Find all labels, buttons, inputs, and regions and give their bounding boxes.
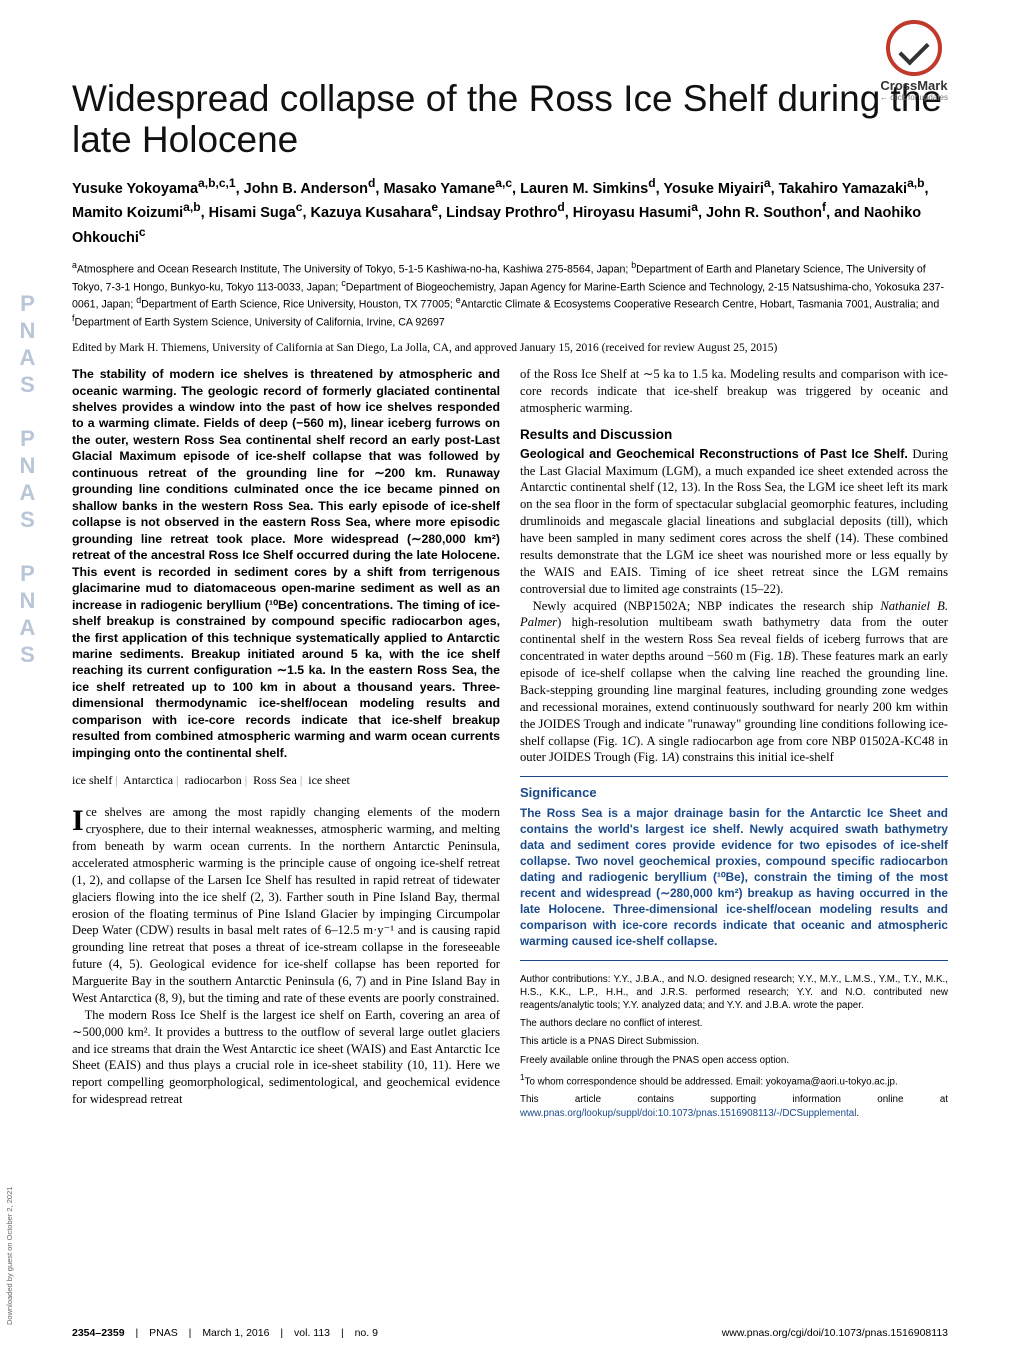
supplemental-info: This article contains supporting informa… — [520, 1093, 948, 1119]
affiliations: aAtmosphere and Ocean Research Institute… — [72, 260, 948, 330]
author-contributions: Author contributions: Y.Y., J.B.A., and … — [520, 973, 948, 1013]
submission-type: This article is a PNAS Direct Submission… — [520, 1035, 948, 1048]
crossmark-sublabel: ← click for updates — [880, 93, 948, 102]
subsection-runin: Geological and Geochemical Reconstructio… — [520, 447, 908, 461]
keyword: ice shelf — [72, 773, 112, 787]
footer-issue: no. 9 — [355, 1327, 378, 1339]
intro-text: Ice shelves are among the most rapidly c… — [72, 804, 500, 1108]
results-para-1-body: During the Last Glacial Maximum (LGM), a… — [520, 447, 948, 596]
keyword: Antarctica — [123, 773, 173, 787]
lead-para: of the Ross Ice Shelf at ∼5 ka to 1.5 ka… — [520, 366, 948, 417]
keywords: ice shelf| Antarctica| radiocarbon| Ross… — [72, 773, 500, 788]
page-footer: 2354–2359 | PNAS | March 1, 2016 | vol. … — [72, 1327, 948, 1339]
crossmark-label: CrossMark — [880, 78, 947, 93]
intro-para-1: Ice shelves are among the most rapidly c… — [72, 804, 500, 1007]
open-access-note: Freely available online through the PNAS… — [520, 1054, 948, 1067]
author-list: Yusuke Yokoyamaa,b,c,1, John B. Anderson… — [72, 175, 948, 248]
significance-box: Significance The Ross Sea is a major dra… — [520, 776, 948, 960]
results-text: Geological and Geochemical Reconstructio… — [520, 446, 948, 767]
correspondence: 1To whom correspondence should be addres… — [520, 1072, 948, 1088]
footer-pages: 2354–2359 — [72, 1327, 125, 1339]
footer-date: March 1, 2016 — [202, 1327, 269, 1339]
crossmark-badge[interactable]: CrossMark ← click for updates — [880, 20, 948, 102]
section-heading-results: Results and Discussion — [520, 427, 948, 442]
abstract: The stability of modern ice shelves is t… — [72, 366, 500, 761]
intro-para-2: The modern Ross Ice Shelf is the largest… — [72, 1007, 500, 1108]
edited-by: Edited by Mark H. Thiemens, University o… — [72, 342, 948, 354]
keyword: Ross Sea — [253, 773, 297, 787]
page: PNAS PNAS PNAS Downloaded by guest on Oc… — [0, 0, 1020, 1365]
footer-left: 2354–2359 | PNAS | March 1, 2016 | vol. … — [72, 1327, 378, 1339]
footer-journal: PNAS — [149, 1327, 178, 1339]
conflict-statement: The authors declare no conflict of inter… — [520, 1017, 948, 1030]
footer-url[interactable]: www.pnas.org/cgi/doi/10.1073/pnas.151690… — [722, 1327, 948, 1339]
lead-continuation: of the Ross Ice Shelf at ∼5 ka to 1.5 ka… — [520, 366, 948, 417]
results-para-2: Newly acquired (NBP1502A; NBP indicates … — [520, 598, 948, 767]
crossmark-icon — [886, 20, 942, 76]
footer-volume: vol. 113 — [294, 1327, 330, 1339]
article-title: Widespread collapse of the Ross Ice Shel… — [72, 78, 948, 161]
significance-title: Significance — [520, 785, 948, 800]
left-column: The stability of modern ice shelves is t… — [72, 366, 500, 1125]
pnas-vertical-logo: PNAS PNAS PNAS — [12, 100, 40, 860]
right-column: of the Ross Ice Shelf at ∼5 ka to 1.5 ka… — [520, 366, 948, 1125]
two-column-layout: The stability of modern ice shelves is t… — [72, 366, 948, 1125]
keyword: ice sheet — [308, 773, 350, 787]
results-para-1: Geological and Geochemical Reconstructio… — [520, 446, 948, 598]
significance-body: The Ross Sea is a major drainage basin f… — [520, 806, 948, 949]
keyword: radiocarbon — [184, 773, 241, 787]
download-note: Downloaded by guest on October 2, 2021 — [5, 1187, 14, 1325]
